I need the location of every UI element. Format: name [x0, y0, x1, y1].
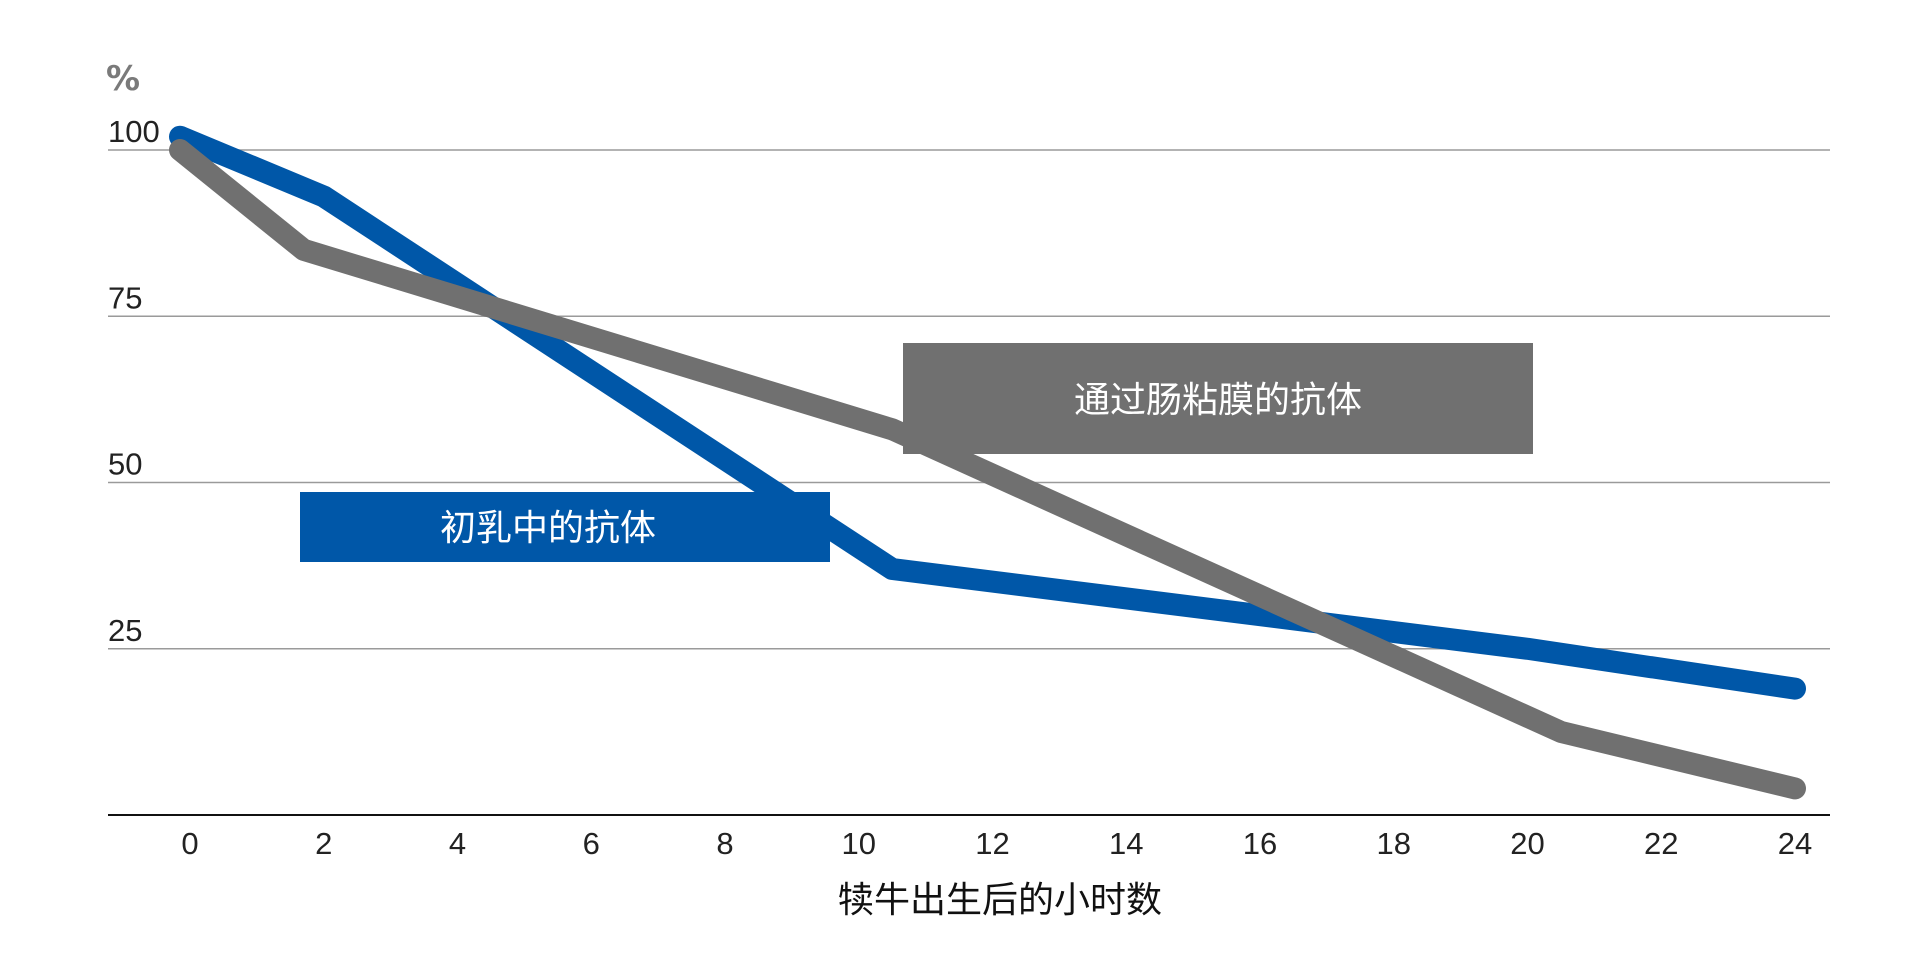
callout-blue-label: 初乳中的抗体: [440, 508, 656, 549]
series-line-2: [169, 139, 1806, 800]
callout-gray-label: 通过肠粘膜的抗体: [1074, 380, 1362, 421]
x-tick-label: 6: [583, 826, 600, 861]
x-tick-labels: 0 2 4 6 8 10 12 14 16 18 20 22 24: [181, 826, 1812, 861]
x-tick-label: 16: [1243, 826, 1277, 861]
x-tick-label: 18: [1377, 826, 1411, 861]
x-tick-label: 24: [1778, 826, 1812, 861]
x-tick-label: 8: [716, 826, 733, 861]
x-tick-label: 12: [975, 826, 1009, 861]
callout-blue: 初乳中的抗体: [300, 492, 830, 562]
x-tick-label: 4: [449, 826, 466, 861]
callout-blue-box: [300, 492, 830, 562]
y-tick-label: 25: [108, 613, 142, 648]
x-tick-label: 10: [842, 826, 876, 861]
series-lines: [169, 125, 1806, 800]
x-tick-label: 20: [1510, 826, 1544, 861]
y-tick-label: 75: [108, 280, 142, 315]
x-axis-title: 犊牛出生后的小时数: [838, 880, 1162, 921]
y-axis-unit-label: %: [106, 59, 140, 99]
series-line-1: [169, 125, 1806, 700]
x-tick-label: 0: [181, 826, 198, 861]
y-tick-labels: 25 50 75 100: [108, 114, 160, 648]
y-tick-label: 50: [108, 447, 142, 482]
x-tick-label: 14: [1109, 826, 1143, 861]
callout-gray: 通过肠粘膜的抗体: [903, 343, 1533, 454]
callout-gray-box: [903, 343, 1533, 454]
x-tick-label: 2: [315, 826, 332, 861]
x-tick-label: 22: [1644, 826, 1678, 861]
y-tick-label: 100: [108, 114, 160, 149]
